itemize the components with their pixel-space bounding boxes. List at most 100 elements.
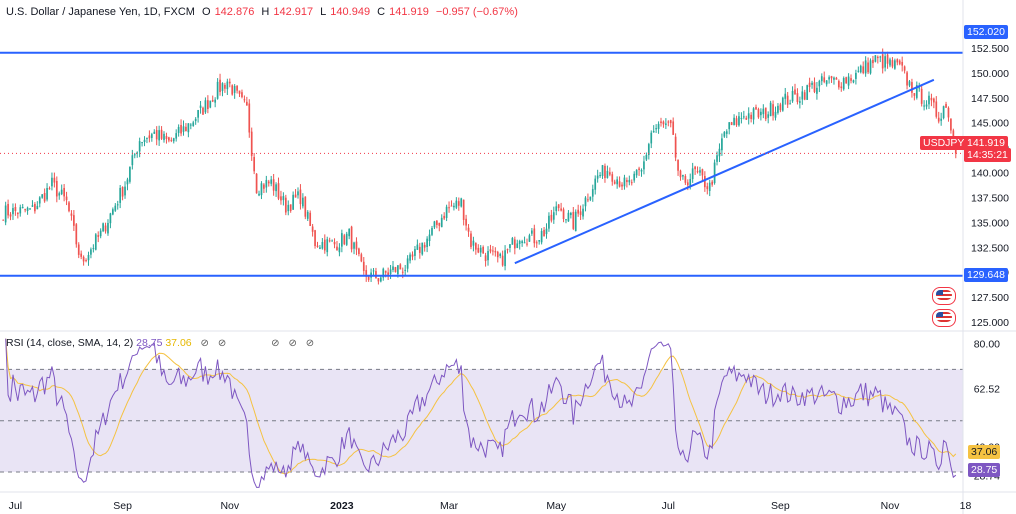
open-value: 142.876 [214, 6, 255, 18]
candle-body [36, 205, 39, 210]
candle-body [255, 173, 258, 194]
candle-body [557, 204, 560, 209]
us-flag-event-icon[interactable] [932, 309, 956, 327]
time-tick-label: Nov [220, 500, 239, 512]
candle-body [302, 197, 304, 207]
hide-icon[interactable]: ⊘ [288, 338, 297, 349]
price-tick-label: 152.500 [971, 43, 1009, 55]
candle-body [216, 81, 219, 99]
candle-body [847, 76, 850, 86]
candle-body [326, 239, 329, 253]
candle-body [131, 155, 134, 166]
candle-body [107, 222, 109, 234]
candle-body [204, 100, 207, 113]
candle-body [645, 155, 648, 160]
candle-body [77, 244, 80, 255]
candle-body [70, 213, 73, 216]
candle-body [192, 122, 195, 126]
candle-body [65, 196, 68, 201]
candle-body [24, 209, 26, 211]
price-tick-label: 145.000 [971, 118, 1009, 130]
us-flag-event-icon[interactable] [932, 287, 956, 305]
hide-icon[interactable]: ⊘ [200, 338, 209, 349]
candle-body [496, 251, 499, 258]
candle-body [876, 56, 879, 59]
candle-body [207, 100, 209, 109]
hide-icon[interactable]: ⊘ [271, 338, 280, 349]
candle-body [567, 212, 570, 222]
candle-body [640, 169, 643, 172]
high-label: H [261, 6, 270, 18]
candle-body [677, 159, 679, 171]
last-price-tag: 141.919 [964, 136, 1008, 150]
candle-body [316, 245, 319, 247]
level-tag-bottom[interactable]: 129.648 [964, 268, 1008, 282]
candle-body [377, 278, 380, 282]
candle-body [703, 175, 706, 188]
hide-icon[interactable]: ⊘ [305, 338, 315, 349]
rsi-tag: 28.75 [968, 463, 1001, 477]
hide-icon[interactable]: ⊘ [217, 338, 227, 349]
candle-body [591, 189, 594, 197]
candle-body [830, 76, 833, 79]
candle-body [399, 264, 402, 270]
candle-body [421, 242, 424, 255]
candle-body [764, 107, 767, 120]
candle-body [864, 60, 867, 74]
candle-body [621, 184, 623, 187]
candle-body [16, 212, 19, 215]
candle-body [236, 85, 238, 91]
candle-body [811, 82, 813, 85]
candle-body [299, 189, 302, 205]
candle-body [270, 179, 273, 184]
candle-body [898, 60, 901, 65]
candle-body [438, 222, 441, 226]
candle-body [431, 227, 433, 235]
candle-body [150, 134, 153, 138]
candle-body [163, 133, 165, 141]
candle-body [506, 249, 509, 251]
candle-body [401, 271, 404, 273]
candle-body [345, 233, 348, 245]
candle-body [467, 227, 470, 232]
candle-body [404, 269, 407, 271]
level-tag-top[interactable]: 152.020 [964, 25, 1008, 39]
candle-body [767, 114, 770, 118]
candle-body [265, 179, 268, 188]
candle-body [440, 217, 443, 228]
candle-body [484, 255, 487, 262]
candle-body [791, 90, 794, 102]
candle-body [38, 197, 41, 204]
candle-body [172, 138, 175, 142]
candle-body [311, 226, 314, 232]
candle-body [572, 211, 575, 229]
candle-body [940, 118, 943, 121]
symbol-title[interactable]: U.S. Dollar / Japanese Yen, 1D, FXCM [6, 6, 195, 18]
candle-body [58, 193, 61, 196]
candle-body [772, 104, 774, 116]
candle-body [504, 250, 506, 267]
candle-body [465, 218, 467, 226]
candle-body [606, 170, 609, 178]
candle-body [745, 117, 748, 120]
candle-body [297, 191, 299, 196]
time-tick-label: Sep [771, 500, 790, 512]
candle-body [124, 186, 126, 196]
candle-body [928, 95, 930, 105]
rsi-sma-value: 37.06 [165, 337, 192, 349]
candle-body [29, 208, 31, 210]
candle-body [119, 187, 122, 203]
candle-body [884, 56, 886, 68]
candle-body [133, 154, 136, 156]
candle-body [528, 235, 531, 242]
candle-body [462, 199, 465, 220]
candle-body [674, 136, 677, 158]
rsi-label[interactable]: RSI (14, close, SMA, 14, 2) [6, 337, 134, 349]
candle-body [111, 209, 114, 215]
candle-body [426, 238, 428, 248]
candle-body [760, 111, 762, 116]
candle-body [626, 180, 628, 183]
candle-body [353, 242, 355, 249]
chart-overlays [0, 51, 963, 277]
candle-body [258, 193, 260, 196]
